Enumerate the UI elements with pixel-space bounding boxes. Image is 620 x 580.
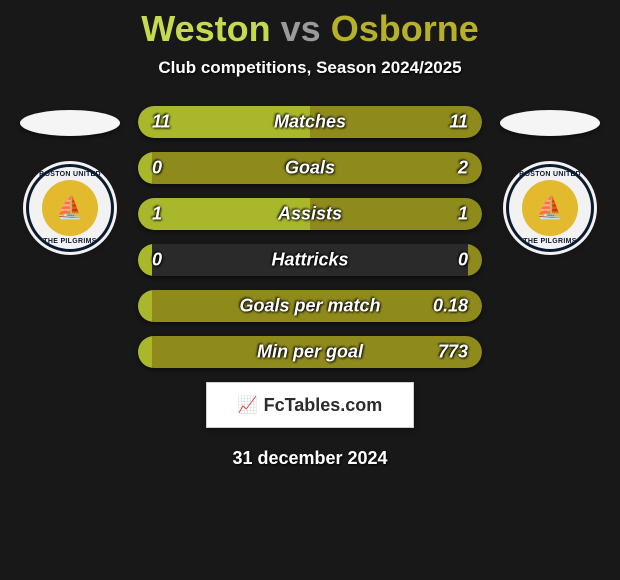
- player2-flag: [500, 110, 600, 136]
- title-row: Weston vs Osborne: [141, 8, 478, 50]
- stats-list: 11 Matches 11 0 Goals 2 1 Assists 1 0 Hattricks 0 Go…: [138, 106, 482, 368]
- badge-text-top: BOSTON UNITED: [509, 171, 591, 178]
- subtitle: Club competitions, Season 2024/2025: [158, 58, 461, 78]
- stat-value-right: 0.18: [433, 296, 468, 317]
- stat-row: Min per goal 773: [138, 336, 482, 368]
- right-column: BOSTON UNITED ⛵ THE PILGRIMS: [500, 106, 600, 252]
- badge-text-bottom: THE PILGRIMS: [29, 238, 111, 245]
- stat-label: Hattricks: [271, 250, 348, 271]
- stat-value-left: 0: [152, 158, 162, 179]
- site-badge: 📈 FcTables.com: [206, 382, 414, 428]
- stat-label: Goals per match: [239, 296, 380, 317]
- chart-icon: 📈: [238, 395, 258, 415]
- stat-value-right: 1: [458, 204, 468, 225]
- player1-club-badge: BOSTON UNITED ⛵ THE PILGRIMS: [26, 164, 114, 252]
- vs-label: vs: [281, 8, 321, 49]
- stat-value-left: 0: [152, 250, 162, 271]
- comparison-card: Weston vs Osborne Club competitions, Sea…: [0, 0, 620, 469]
- stat-row: 0 Goals 2: [138, 152, 482, 184]
- stat-value-right: 11: [449, 112, 468, 133]
- badge-ship-icon: ⛵: [42, 180, 98, 236]
- player1-flag: [20, 110, 120, 136]
- stat-label: Goals: [285, 158, 335, 179]
- stat-value-right: 0: [458, 250, 468, 271]
- badge-ship-icon: ⛵: [522, 180, 578, 236]
- stat-label: Matches: [274, 112, 346, 133]
- main-row: BOSTON UNITED ⛵ THE PILGRIMS 11Matches11…: [0, 106, 620, 368]
- badge-text-top: BOSTON UNITED: [29, 171, 111, 178]
- stat-value-left: 11: [152, 112, 171, 133]
- player2-club-badge: BOSTON UNITED ⛵ THE PILGRIMS: [506, 164, 594, 252]
- stat-label: Assists: [278, 204, 342, 225]
- stat-row: 1 Assists 1: [138, 198, 482, 230]
- date-label: 31 december 2024: [232, 448, 387, 469]
- stat-row: Goals per match 0.18: [138, 290, 482, 322]
- stat-label: Min per goal: [257, 342, 363, 363]
- player1-name: Weston: [141, 8, 270, 49]
- stat-value-right: 773: [438, 342, 468, 363]
- stat-fill-right: [468, 244, 482, 276]
- site-name: FcTables.com: [264, 395, 383, 416]
- stat-fill-left: [138, 152, 152, 184]
- stat-value-left: 1: [152, 204, 162, 225]
- stat-fill-left: [138, 290, 152, 322]
- player2-name: Osborne: [331, 8, 479, 49]
- stat-value-right: 2: [458, 158, 468, 179]
- stat-fill-left: [138, 336, 152, 368]
- stat-row: 11 Matches 11: [138, 106, 482, 138]
- badge-text-bottom: THE PILGRIMS: [509, 238, 591, 245]
- stat-row: 0 Hattricks 0: [138, 244, 482, 276]
- left-column: BOSTON UNITED ⛵ THE PILGRIMS: [20, 106, 120, 252]
- stat-fill-left: [138, 244, 152, 276]
